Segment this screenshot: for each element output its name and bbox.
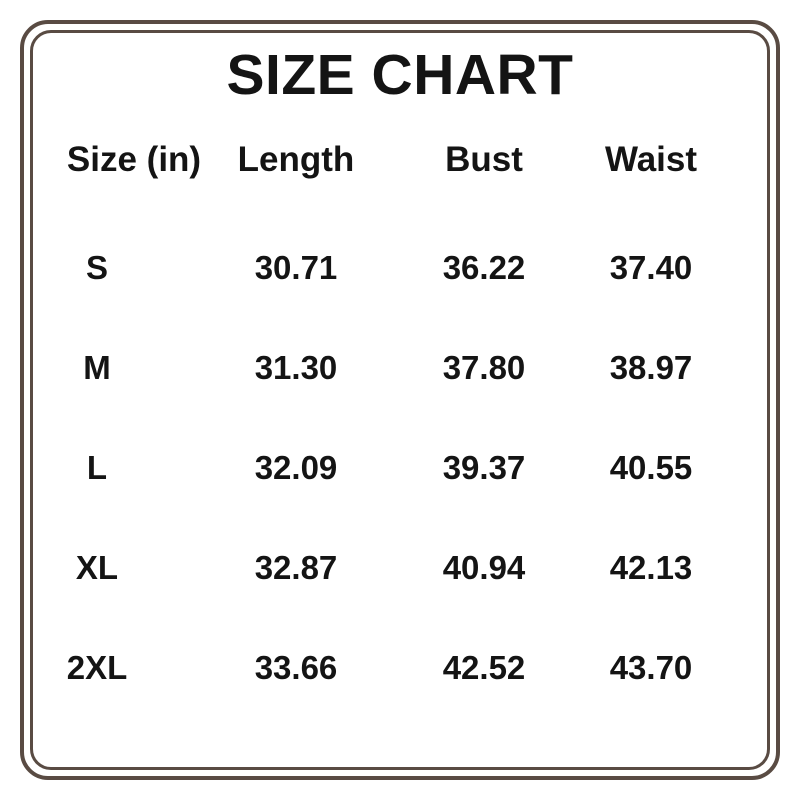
cell-size: L <box>86 449 108 486</box>
cell-length: 30.71 <box>254 249 338 286</box>
table-row: XL 32.87 40.94 42.13 <box>40 518 760 618</box>
cell-size: M <box>83 349 111 386</box>
cell-waist: 37.40 <box>609 249 693 286</box>
cell-length: 32.09 <box>254 449 338 486</box>
cell-length: 32.87 <box>254 549 338 586</box>
cell-size: S <box>85 249 108 286</box>
column-header-size: Size (in) <box>66 140 202 179</box>
column-header-bust: Bust <box>445 140 523 179</box>
table-body: S 30.71 36.22 37.40 M 31.30 37.80 38.97 L 32.09 39… <box>40 190 760 718</box>
cell-waist: 40.55 <box>609 449 693 486</box>
column-header-waist: Waist <box>604 140 698 179</box>
cell-waist: 42.13 <box>609 549 693 586</box>
cell-waist: 43.70 <box>609 649 693 686</box>
cell-size: XL <box>75 549 119 586</box>
table-row: M 31.30 37.80 38.97 <box>40 318 760 418</box>
page-title: SIZE CHART <box>226 43 574 107</box>
column-header-length: Length <box>237 140 355 179</box>
size-table: Size (in) Length Bust Waist S 30.71 36.22 3… <box>40 130 760 718</box>
table-row: S 30.71 36.22 37.40 <box>40 218 760 318</box>
table-header-row: Size (in) Length Bust Waist <box>40 130 760 190</box>
cell-bust: 39.37 <box>442 449 526 486</box>
cell-length: 33.66 <box>254 649 338 686</box>
cell-waist: 38.97 <box>609 349 693 386</box>
cell-length: 31.30 <box>254 349 338 386</box>
cell-bust: 37.80 <box>442 349 526 386</box>
cell-bust: 40.94 <box>442 549 526 586</box>
cell-bust: 36.22 <box>442 249 526 286</box>
cell-bust: 42.52 <box>442 649 526 686</box>
cell-size: 2XL <box>66 649 128 686</box>
table-row: 2XL 33.66 42.52 43.70 <box>40 618 760 718</box>
table-row: L 32.09 39.37 40.55 <box>40 418 760 518</box>
